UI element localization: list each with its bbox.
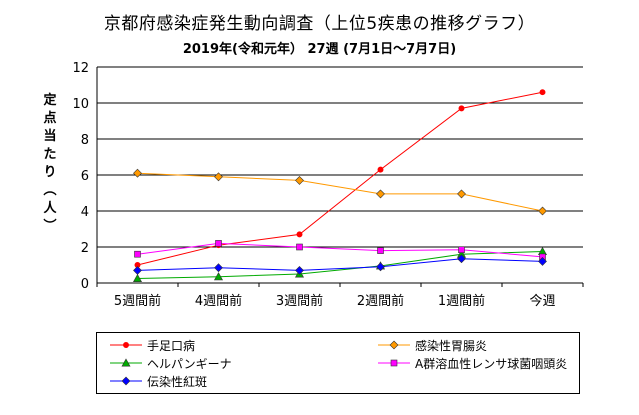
series-square: [134, 240, 546, 261]
data-point: [376, 189, 385, 199]
legend-item: 感染性胃腸炎: [377, 337, 487, 353]
y-tick-label: 0: [81, 277, 89, 292]
legend-swatch-marker: [390, 359, 398, 367]
legend-swatch: [110, 376, 142, 386]
legend-swatch-marker: [123, 342, 129, 348]
y-tick-label: 8: [81, 133, 89, 148]
series-diamond: [133, 168, 547, 216]
data-point: [295, 175, 304, 185]
y-tick-label: 2: [81, 241, 89, 256]
data-point: [133, 168, 142, 178]
x-tick-label: 4週間前: [195, 293, 242, 309]
y-axis-label-char: ︵: [43, 183, 57, 198]
legend-swatch-marker: [389, 340, 399, 350]
data-point: [538, 256, 547, 266]
legend-item: ヘルパンギーナ: [109, 355, 232, 371]
series-circle: [134, 89, 546, 268]
y-axis-label-char: 定: [43, 93, 57, 108]
x-tick-label: 3週間前: [276, 293, 323, 309]
y-axis-label-char: た: [43, 147, 57, 162]
legend-label: ヘルパンギーナ: [147, 356, 232, 371]
data-point: [296, 231, 303, 238]
series-line: [137, 172, 543, 212]
data-point: [377, 166, 384, 173]
data-point: [133, 265, 142, 275]
chart-subtitle: 2019年(令和元年） 27週 (7月1日～7月7日): [182, 42, 457, 57]
x-tick-label: 1週間前: [438, 293, 485, 309]
legend-label: 感染性胃腸炎: [415, 338, 488, 353]
legend-item: 伝染性紅斑: [109, 373, 207, 389]
data-point: [215, 240, 222, 247]
data-point: [458, 105, 465, 112]
chart-title: 京都府感染症発生動向調査（上位5疾患の推移グラフ）: [103, 14, 536, 34]
y-tick-label: 4: [81, 205, 89, 220]
legend-swatch: [378, 340, 410, 350]
legend-item: A群溶血性レンサ球菌咽頭炎: [377, 355, 567, 371]
series-diamond: [133, 254, 547, 275]
x-tick-label: 5週間前: [114, 293, 161, 309]
data-point: [377, 247, 384, 254]
data-point: [132, 273, 143, 283]
y-axis-label-char: り: [43, 165, 57, 180]
data-point: [214, 263, 223, 273]
y-tick-label: 6: [81, 169, 89, 184]
series-line: [137, 258, 543, 271]
data-point: [457, 254, 466, 264]
data-point: [295, 265, 304, 275]
legend-label: 伝染性紅斑: [147, 374, 208, 389]
data-point: [538, 206, 547, 216]
x-tick-label: 今週: [529, 293, 555, 309]
series-triangle: [132, 246, 548, 283]
y-axis-label-char: 点: [43, 111, 57, 126]
data-point: [457, 189, 466, 199]
legend-swatch-marker: [121, 376, 131, 386]
data-point: [376, 262, 385, 272]
legend: 手足口病 感染性胃腸炎ヘルパンギーナ A群溶血性レンサ球菌咽頭炎伝染性紅斑: [96, 332, 580, 394]
data-point: [134, 250, 141, 258]
x-tick-label: 2週間前: [357, 293, 404, 309]
legend-swatch: [378, 359, 410, 367]
legend-label: 手足口病: [147, 338, 196, 353]
legend-swatch-marker: [121, 358, 131, 367]
legend-swatch: [110, 358, 142, 367]
y-tick-label: 12: [72, 61, 89, 76]
y-axis-label-char: ︶: [43, 219, 57, 234]
y-tick-label: 10: [72, 97, 89, 112]
data-point: [296, 243, 303, 251]
y-axis-label-char: 人: [43, 201, 57, 216]
y-axis-label: 定点当たり ︵ 人 ︶: [40, 92, 60, 236]
series-line: [137, 91, 543, 266]
series-line: [137, 251, 543, 279]
data-point: [214, 172, 223, 182]
data-point: [213, 272, 224, 281]
data-point: [458, 246, 465, 253]
legend-swatch: [110, 342, 142, 348]
legend-label: A群溶血性レンサ球菌咽頭炎: [415, 356, 568, 371]
legend-item: 手足口病: [109, 337, 195, 353]
y-axis-label-char: 当: [43, 129, 57, 144]
data-point: [539, 89, 546, 96]
series-line: [137, 242, 543, 258]
